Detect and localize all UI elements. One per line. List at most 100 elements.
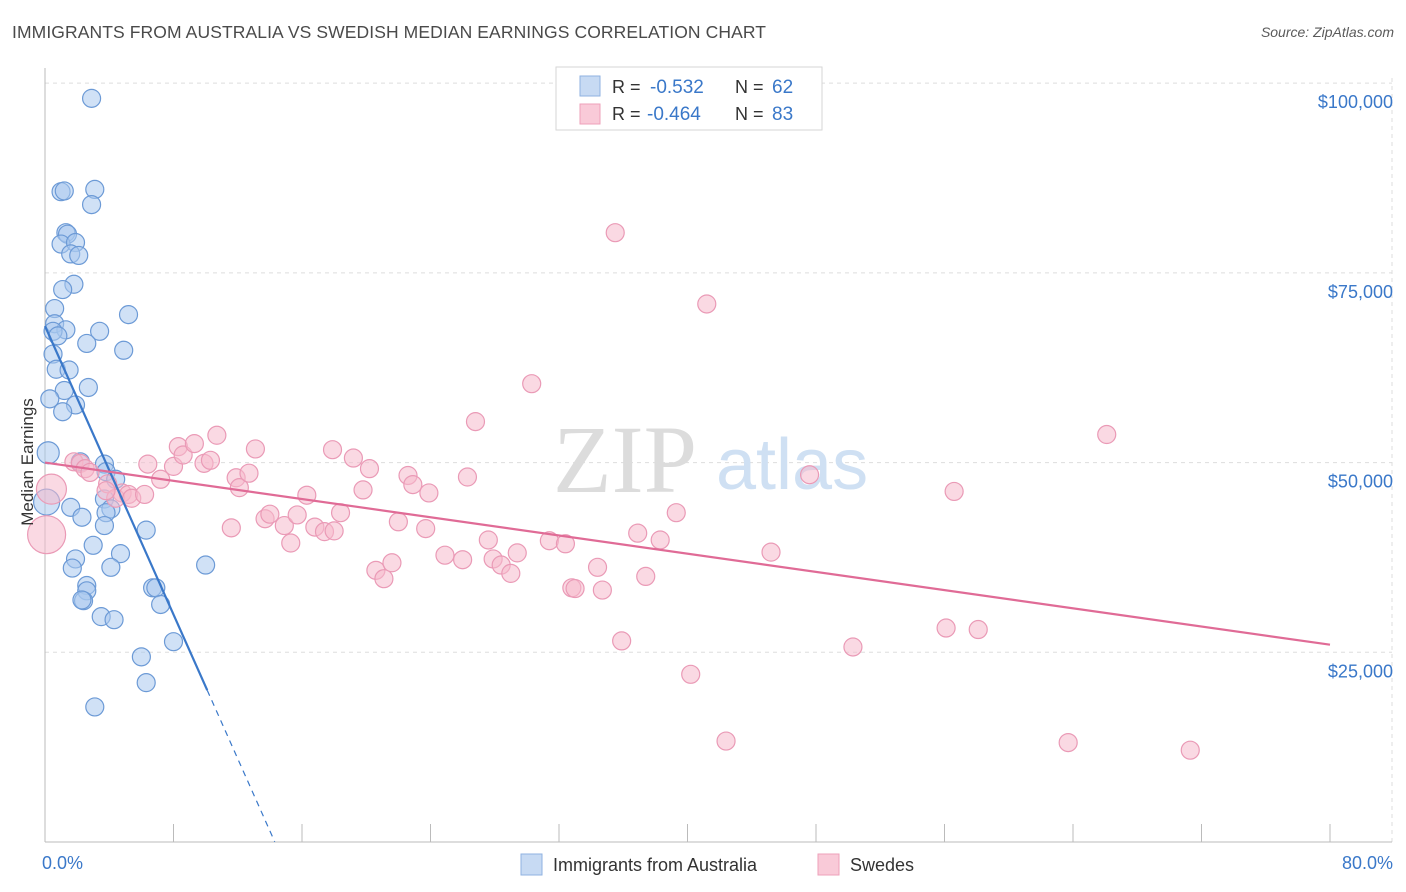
point-1-34 bbox=[324, 521, 344, 541]
point-0-12 bbox=[53, 279, 73, 300]
point-1-64 bbox=[605, 223, 625, 243]
point-1-11 bbox=[134, 484, 155, 505]
point-0-59 bbox=[131, 647, 151, 667]
legend-n-value-2: 83 bbox=[772, 104, 793, 125]
point-1-37 bbox=[343, 448, 363, 468]
point-1-70 bbox=[681, 664, 701, 684]
point-0-41 bbox=[94, 515, 115, 536]
point-1-46 bbox=[416, 519, 436, 539]
legend-box: R = -0.532 N = 62 R = -0.464 N = 83 bbox=[555, 66, 823, 131]
legend-r-value-2: -0.464 bbox=[647, 104, 701, 125]
point-1-0 bbox=[35, 473, 68, 505]
point-1-75 bbox=[843, 637, 863, 657]
point-1-61 bbox=[565, 578, 585, 599]
point-1-47 bbox=[419, 483, 439, 503]
point-1-66 bbox=[628, 523, 648, 543]
point-0-61 bbox=[85, 697, 105, 717]
point-1-80 bbox=[1097, 424, 1117, 445]
point-1-16 bbox=[173, 445, 193, 465]
point-0-46 bbox=[101, 557, 121, 577]
y-tick-label-1: $50,000 bbox=[1328, 472, 1393, 492]
bottom-legend-label-australia: Immigrants from Australia bbox=[553, 855, 758, 875]
point-1-78 bbox=[968, 619, 988, 640]
point-1-30 bbox=[287, 505, 307, 525]
legend-swatch-swedes bbox=[579, 103, 601, 125]
trend-line-australia-extension bbox=[206, 689, 276, 842]
bottom-legend-swatch-swedes bbox=[817, 853, 840, 876]
point-0-2 bbox=[54, 181, 74, 201]
legend-n-label-1: N = bbox=[735, 77, 764, 97]
point-1-71 bbox=[697, 294, 717, 314]
point-1-35 bbox=[322, 440, 343, 460]
bottom-legend-swatch-australia bbox=[520, 853, 543, 876]
point-0-30 bbox=[36, 441, 60, 465]
point-1-1 bbox=[27, 515, 67, 555]
point-1-17 bbox=[184, 434, 204, 454]
source-label: Source: ZipAtlas.com bbox=[1260, 24, 1394, 40]
point-1-72 bbox=[716, 731, 736, 751]
point-1-12 bbox=[138, 454, 158, 474]
legend-r-label-1: R = bbox=[612, 77, 641, 97]
legend-r-label-2: R = bbox=[612, 104, 641, 124]
point-1-29 bbox=[281, 533, 301, 553]
point-1-23 bbox=[229, 478, 249, 498]
point-1-49 bbox=[453, 550, 473, 570]
bottom-legend-label-swedes: Swedes bbox=[850, 855, 914, 875]
point-1-59 bbox=[555, 534, 576, 554]
scatter-points bbox=[27, 88, 1200, 760]
point-1-38 bbox=[353, 480, 373, 500]
point-0-44 bbox=[110, 544, 131, 564]
trend-lines bbox=[43, 325, 1331, 842]
point-1-28 bbox=[274, 515, 294, 536]
point-0-10 bbox=[69, 245, 89, 266]
point-0-0 bbox=[81, 88, 102, 108]
point-1-63 bbox=[592, 580, 612, 600]
point-0-25 bbox=[78, 377, 98, 398]
point-1-20 bbox=[207, 425, 227, 445]
legend-r-value-1: -0.532 bbox=[650, 77, 704, 98]
point-0-17 bbox=[90, 321, 110, 341]
point-1-69 bbox=[666, 503, 686, 523]
point-0-58 bbox=[163, 632, 184, 652]
trend-line-australia bbox=[43, 325, 209, 691]
point-0-21 bbox=[114, 340, 134, 360]
point-0-4 bbox=[81, 194, 102, 215]
point-0-29 bbox=[53, 402, 73, 422]
y-axis-title: Median Earnings bbox=[18, 398, 37, 526]
point-1-77 bbox=[944, 481, 964, 502]
legend-swatch-australia bbox=[579, 75, 601, 97]
grid bbox=[45, 78, 1393, 842]
point-1-62 bbox=[587, 557, 608, 577]
point-1-55 bbox=[501, 563, 521, 583]
point-1-24 bbox=[239, 463, 259, 483]
point-1-21 bbox=[221, 518, 241, 538]
point-0-39 bbox=[72, 507, 92, 527]
point-1-43 bbox=[388, 512, 408, 532]
point-0-42 bbox=[136, 520, 156, 540]
point-1-41 bbox=[374, 569, 394, 589]
y-tick-labels: $25,000 $50,000 $75,000 $100,000 bbox=[1318, 92, 1393, 681]
point-1-19 bbox=[200, 450, 221, 470]
point-1-25 bbox=[245, 439, 266, 459]
point-1-79 bbox=[1058, 732, 1078, 753]
point-0-60 bbox=[136, 673, 156, 693]
point-1-45 bbox=[403, 474, 423, 495]
point-1-48 bbox=[435, 545, 455, 565]
point-1-67 bbox=[636, 566, 656, 587]
trend-line-swedes bbox=[44, 461, 1331, 646]
legend-n-label-2: N = bbox=[735, 104, 764, 124]
point-0-57 bbox=[104, 610, 124, 630]
point-1-65 bbox=[612, 631, 632, 651]
point-1-82 bbox=[96, 481, 116, 501]
point-0-54 bbox=[72, 590, 92, 610]
chart-title: IMMIGRANTS FROM AUSTRALIA VS SWEDISH MED… bbox=[12, 22, 767, 42]
y-tick-label-2: $75,000 bbox=[1328, 282, 1393, 302]
point-1-27 bbox=[260, 504, 280, 524]
point-0-20 bbox=[77, 333, 97, 354]
point-1-5 bbox=[80, 462, 100, 483]
watermark-zip: ZIP bbox=[553, 406, 697, 513]
legend-n-value-1: 62 bbox=[772, 77, 793, 98]
point-0-43 bbox=[83, 535, 103, 555]
series-0 bbox=[33, 88, 216, 717]
bottom-legend: Immigrants from Australia Swedes bbox=[520, 853, 914, 876]
